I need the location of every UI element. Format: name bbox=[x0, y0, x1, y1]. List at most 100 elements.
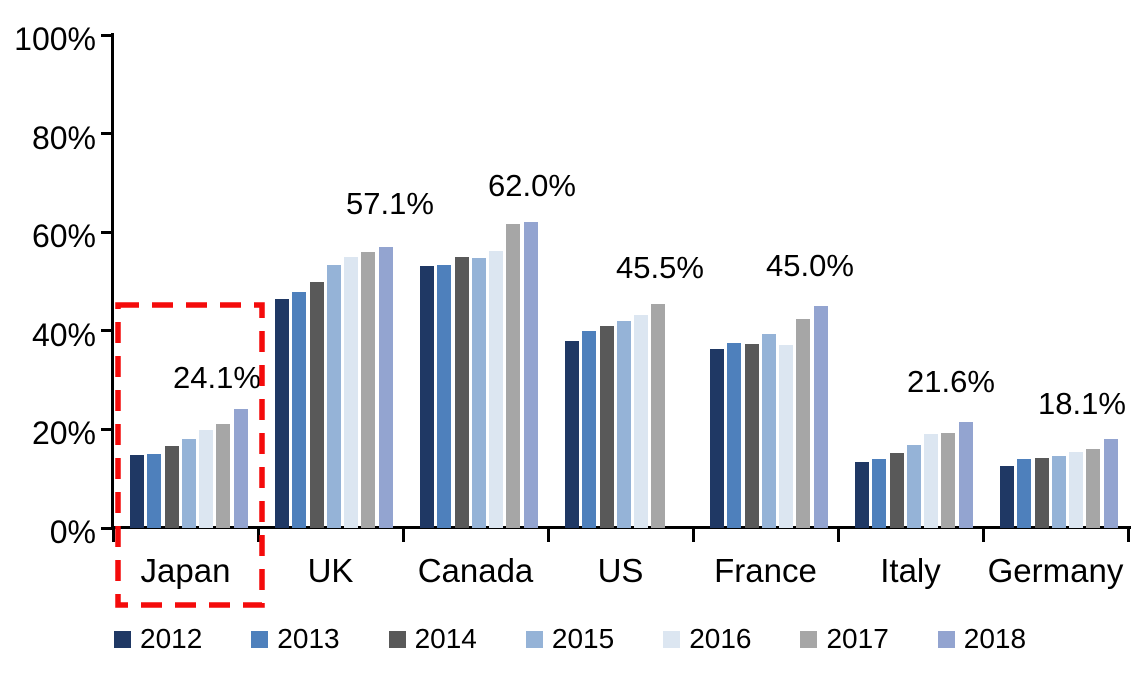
bar-germany-2018 bbox=[1103, 438, 1118, 528]
bar-group-canada bbox=[420, 35, 538, 528]
bar-canada-2015 bbox=[471, 257, 486, 528]
data-label-italy: 21.6% bbox=[907, 364, 995, 399]
y-tick-mark bbox=[101, 132, 112, 136]
legend-swatch-2016 bbox=[663, 630, 681, 648]
category-label-canada: Canada bbox=[417, 552, 534, 589]
legend-swatch-2015 bbox=[525, 630, 543, 648]
bar-italy-2014 bbox=[889, 452, 904, 528]
bar-italy-2012 bbox=[855, 462, 869, 528]
legend-label-2013: 2013 bbox=[277, 623, 340, 654]
legend-item-2015: 2015 bbox=[525, 623, 615, 654]
legend-item-2012: 2012 bbox=[114, 625, 202, 653]
data-label-japan: 24.1% bbox=[173, 360, 261, 395]
legend-swatch-2017 bbox=[800, 630, 818, 648]
bar-uk-2017 bbox=[361, 251, 376, 528]
bar-us-2015 bbox=[616, 321, 631, 528]
legend-label-2015: 2015 bbox=[551, 623, 615, 654]
legend-label-2016: 2016 bbox=[689, 623, 752, 654]
bar-japan-2013 bbox=[147, 454, 162, 528]
legend: 2012 2013 2014 2015 2016 2017 2018 bbox=[114, 622, 1026, 656]
bar-france-2016 bbox=[779, 344, 794, 528]
bar-us-2014 bbox=[599, 326, 614, 528]
bar-japan-2018 bbox=[233, 409, 248, 528]
bar-canada-2013 bbox=[437, 264, 452, 528]
y-tick-label: 40% bbox=[31, 316, 96, 353]
data-label-uk: 57.1% bbox=[346, 186, 434, 221]
bar-group-italy bbox=[855, 35, 973, 528]
bar-canada-2018 bbox=[523, 222, 538, 528]
x-tick-mark bbox=[111, 526, 115, 542]
bar-japan-2015 bbox=[181, 439, 196, 528]
bar-france-2018 bbox=[813, 306, 828, 528]
legend-label-2017: 2017 bbox=[826, 623, 889, 654]
y-tick-label: 100% bbox=[14, 21, 96, 57]
y-tick-mark bbox=[101, 33, 112, 37]
bar-uk-2015 bbox=[326, 265, 341, 528]
x-tick-mark bbox=[1126, 526, 1130, 542]
bar-italy-2015 bbox=[906, 444, 921, 528]
legend-swatch-2018 bbox=[937, 630, 955, 648]
legend-label-2012: 2012 bbox=[140, 623, 203, 654]
bar-japan-2014 bbox=[164, 446, 179, 528]
bar-germany-2014 bbox=[1034, 457, 1049, 528]
x-tick-mark bbox=[981, 526, 985, 542]
data-label-germany: 18.1% bbox=[1038, 386, 1126, 421]
bar-group-france bbox=[710, 35, 828, 528]
bar-us-2012 bbox=[565, 340, 579, 528]
legend-item-2016: 2016 bbox=[663, 625, 751, 653]
bar-uk-2013 bbox=[292, 292, 307, 528]
y-tick-label: 0% bbox=[49, 514, 96, 550]
bar-italy-2018 bbox=[958, 421, 973, 528]
bar-germany-2017 bbox=[1086, 449, 1101, 528]
legend-item-2017: 2017 bbox=[800, 623, 889, 654]
legend-item-2013: 2013 bbox=[251, 623, 340, 654]
data-label-france: 45.0% bbox=[766, 248, 854, 283]
legend-swatch-2013 bbox=[251, 630, 269, 648]
bar-germany-2015 bbox=[1051, 455, 1066, 528]
bar-germany-2013 bbox=[1017, 458, 1032, 528]
bar-uk-2018 bbox=[378, 246, 393, 528]
y-tick-mark bbox=[101, 526, 112, 530]
bar-canada-2014 bbox=[454, 256, 469, 528]
bar-canada-2017 bbox=[506, 223, 521, 528]
y-tick-label: 60% bbox=[31, 218, 96, 255]
y-tick-mark bbox=[101, 329, 112, 333]
data-label-canada: 62.0% bbox=[488, 168, 576, 203]
x-tick-mark bbox=[256, 526, 260, 542]
legend-swatch-2012 bbox=[114, 630, 131, 648]
bar-japan-2012 bbox=[130, 455, 144, 528]
bar-us-2016 bbox=[634, 314, 649, 528]
x-tick-mark bbox=[691, 526, 695, 542]
bar-germany-2016 bbox=[1069, 452, 1084, 528]
bar-canada-2016 bbox=[489, 250, 504, 528]
bar-germany-2012 bbox=[1000, 465, 1014, 528]
bar-us-2017 bbox=[651, 303, 666, 528]
data-label-us: 45.5% bbox=[616, 250, 704, 285]
y-tick-mark bbox=[101, 427, 112, 431]
y-axis-line bbox=[111, 33, 114, 529]
category-label-us: US bbox=[597, 552, 644, 589]
bar-france-2012 bbox=[710, 348, 724, 528]
bar-italy-2013 bbox=[872, 458, 887, 528]
bar-france-2015 bbox=[761, 334, 776, 528]
y-tick-label: 20% bbox=[31, 415, 96, 452]
bar-uk-2016 bbox=[344, 257, 359, 528]
bar-group-us bbox=[565, 35, 666, 528]
bar-group-uk bbox=[275, 35, 393, 528]
category-label-france: France bbox=[714, 552, 817, 589]
legend-item-2014: 2014 bbox=[388, 623, 477, 654]
bar-uk-2014 bbox=[309, 281, 324, 528]
legend-label-2018: 2018 bbox=[963, 623, 1027, 654]
y-tick-label: 80% bbox=[31, 119, 96, 156]
x-tick-mark bbox=[836, 526, 840, 542]
bar-japan-2017 bbox=[216, 424, 231, 528]
legend-label-2014: 2014 bbox=[414, 623, 477, 654]
bar-japan-2016 bbox=[199, 429, 214, 528]
category-label-germany: Germany bbox=[987, 552, 1124, 589]
bar-group-japan bbox=[130, 35, 248, 528]
bar-uk-2012 bbox=[275, 299, 289, 528]
x-tick-mark bbox=[546, 526, 550, 542]
bar-group-germany bbox=[1000, 35, 1118, 528]
bar-us-2013 bbox=[582, 331, 597, 528]
